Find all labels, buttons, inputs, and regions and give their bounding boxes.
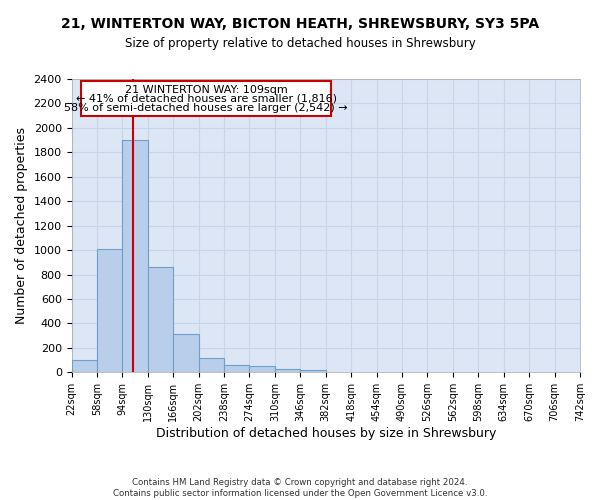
Text: Contains HM Land Registry data © Crown copyright and database right 2024.
Contai: Contains HM Land Registry data © Crown c… (113, 478, 487, 498)
Bar (173, 334, 199, 372)
Text: 58% of semi-detached houses are larger (2,542) →: 58% of semi-detached houses are larger (… (64, 104, 348, 114)
Bar (275, 368, 301, 372)
X-axis label: Distribution of detached houses by size in Shrewsbury: Distribution of detached houses by size … (155, 427, 496, 440)
Bar (199, 358, 224, 372)
Bar (250, 366, 275, 372)
Bar (224, 365, 250, 372)
Bar (148, 267, 173, 372)
Bar (122, 140, 148, 372)
Bar (71, 360, 97, 372)
Bar (97, 249, 122, 372)
Text: Size of property relative to detached houses in Shrewsbury: Size of property relative to detached ho… (125, 38, 475, 51)
Text: 21 WINTERTON WAY: 109sqm: 21 WINTERTON WAY: 109sqm (125, 85, 287, 95)
Text: ← 41% of detached houses are smaller (1,816): ← 41% of detached houses are smaller (1,… (76, 94, 337, 104)
FancyBboxPatch shape (81, 81, 331, 116)
Bar (301, 370, 326, 372)
Text: 21, WINTERTON WAY, BICTON HEATH, SHREWSBURY, SY3 5PA: 21, WINTERTON WAY, BICTON HEATH, SHREWSB… (61, 18, 539, 32)
Y-axis label: Number of detached properties: Number of detached properties (15, 127, 28, 324)
